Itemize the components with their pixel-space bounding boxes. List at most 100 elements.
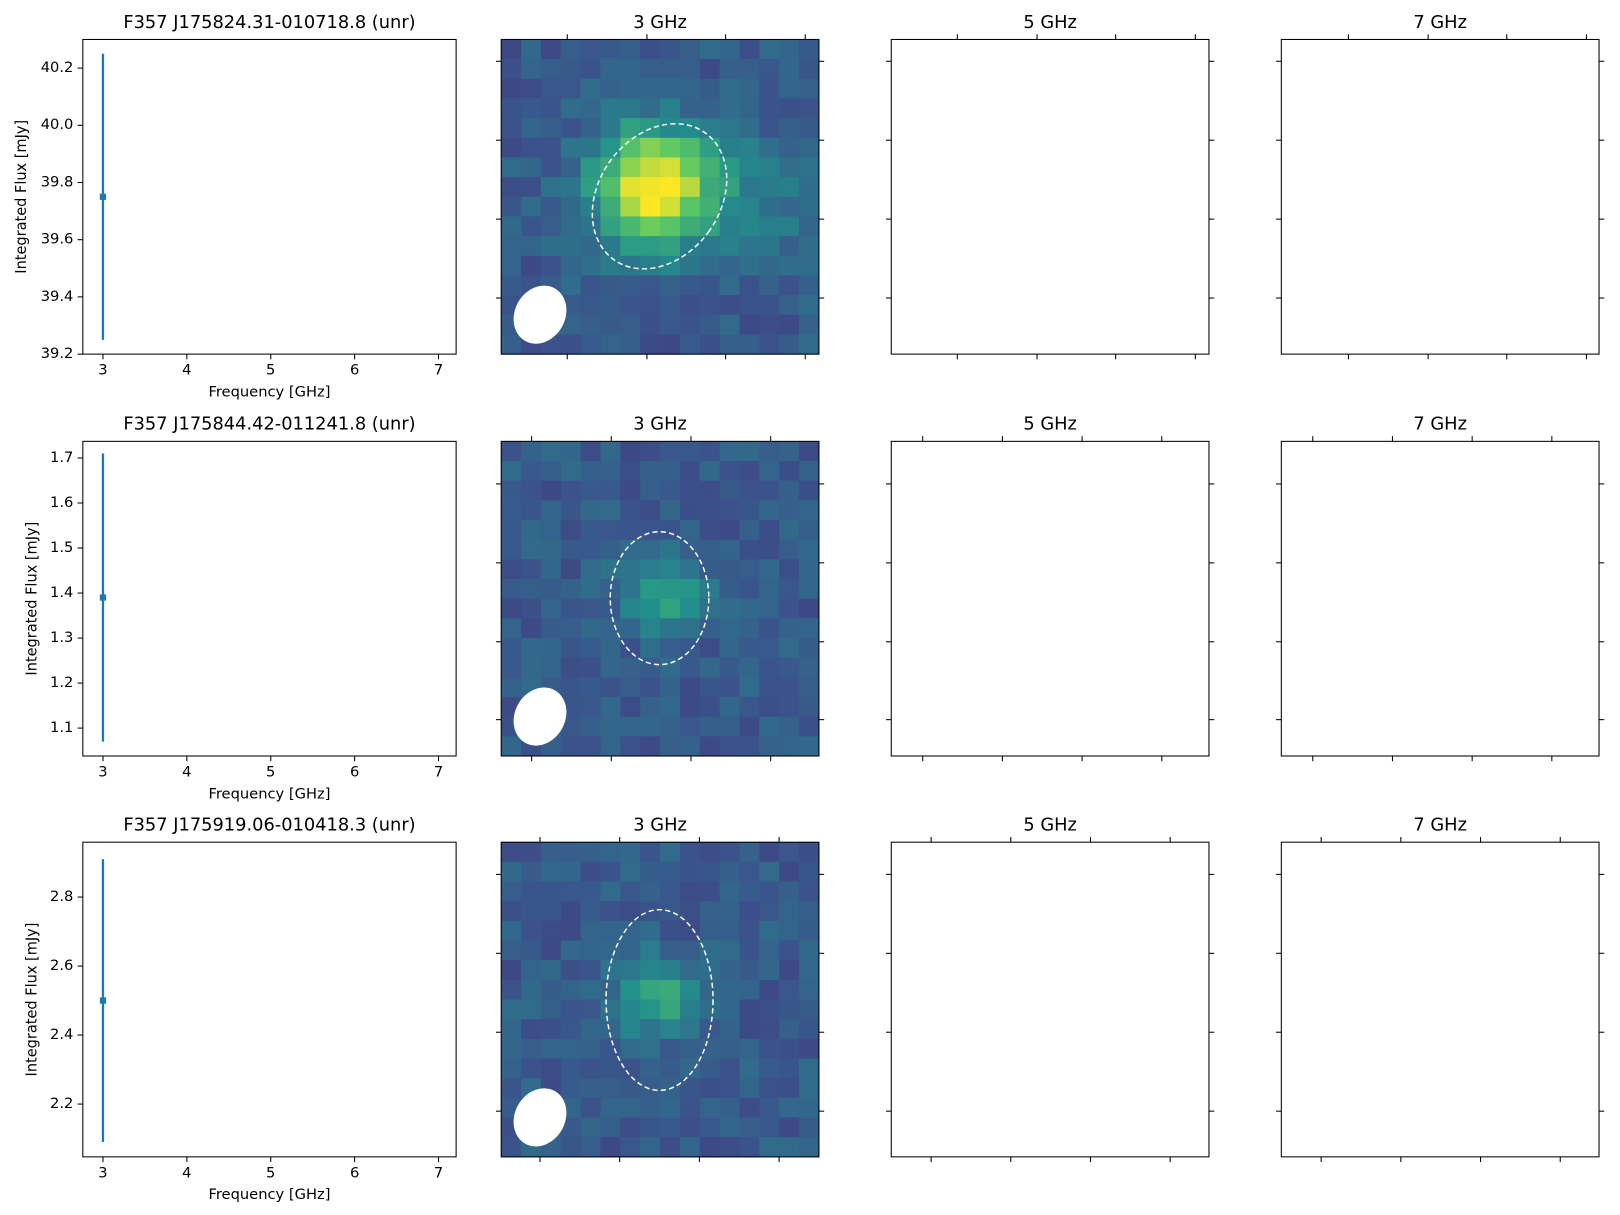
pixel xyxy=(759,559,780,580)
pixel xyxy=(600,196,621,217)
pixel xyxy=(699,137,721,158)
pixel xyxy=(739,500,760,521)
pixel xyxy=(580,295,602,316)
pixel xyxy=(501,177,522,198)
pixel xyxy=(699,979,721,1001)
pixel xyxy=(600,1097,621,1119)
pixel xyxy=(779,940,800,961)
pixel xyxy=(521,78,542,99)
pixel xyxy=(759,98,780,119)
pixel xyxy=(679,177,701,198)
pixel xyxy=(759,1019,780,1040)
pixel xyxy=(560,177,582,198)
pixel xyxy=(699,295,721,316)
x-tick-label: 3 xyxy=(98,764,107,781)
pixel xyxy=(620,979,641,1001)
pixel xyxy=(580,881,602,902)
pixel xyxy=(600,177,621,198)
pixel xyxy=(540,216,562,237)
pixel xyxy=(660,618,681,639)
pixel xyxy=(719,842,741,863)
pixel xyxy=(600,78,621,99)
pixel xyxy=(540,881,562,902)
pixel xyxy=(560,98,582,119)
x-tick-label: 5 xyxy=(266,764,275,781)
pixel xyxy=(739,716,760,737)
pixel xyxy=(779,539,800,560)
pixel xyxy=(779,520,800,541)
source-contour xyxy=(605,908,714,1092)
axes-frame xyxy=(500,440,820,757)
pixel xyxy=(759,59,780,80)
pixel xyxy=(540,500,562,521)
pixel xyxy=(501,98,522,119)
pixel xyxy=(580,334,602,355)
pixel xyxy=(759,275,780,296)
panel-title: F357 J175844.42-011241.8 (unr) xyxy=(123,415,415,435)
pixel xyxy=(799,137,820,158)
pixel xyxy=(521,901,542,922)
pixel xyxy=(501,520,522,541)
pixel xyxy=(759,480,780,501)
pixel xyxy=(719,861,741,883)
pixel xyxy=(640,295,661,316)
pixel xyxy=(580,1078,602,1099)
pixel xyxy=(799,559,820,580)
pixel xyxy=(540,861,562,883)
pixel xyxy=(501,216,522,237)
pixel xyxy=(799,618,820,639)
pixel xyxy=(501,78,522,99)
pixel xyxy=(620,157,641,178)
y-tick-label: 40.2 xyxy=(41,59,74,76)
pixel xyxy=(799,598,820,619)
pixel xyxy=(719,314,741,335)
pixel xyxy=(560,842,582,863)
pixel xyxy=(600,157,621,178)
pixel xyxy=(699,842,721,863)
pixel xyxy=(699,539,721,560)
pixel xyxy=(640,736,661,757)
pixel xyxy=(580,1019,602,1040)
pixel xyxy=(799,579,820,600)
pixel xyxy=(779,98,800,119)
pixel xyxy=(560,157,582,178)
y-tick-label: 1.5 xyxy=(50,539,73,556)
panel-title: 5 GHz xyxy=(1023,13,1077,33)
pixel xyxy=(620,999,641,1020)
pixel xyxy=(521,1019,542,1040)
y-tick-label: 1.4 xyxy=(50,584,73,601)
axes-frame xyxy=(500,841,820,1158)
pixel xyxy=(501,999,522,1020)
pixel xyxy=(799,539,820,560)
pixel xyxy=(679,618,701,639)
pixel xyxy=(779,736,800,757)
pixel xyxy=(799,960,820,981)
pixel xyxy=(759,78,780,99)
pixel xyxy=(779,1097,800,1119)
pixel xyxy=(580,1117,602,1138)
pixel xyxy=(779,920,800,942)
pixel xyxy=(799,901,820,922)
pixel xyxy=(620,295,641,316)
pixel xyxy=(719,579,741,600)
pixel xyxy=(560,999,582,1020)
pixel xyxy=(620,697,641,718)
pixel xyxy=(600,500,621,521)
pixel xyxy=(600,39,621,60)
pixel xyxy=(580,461,602,482)
image-pixels xyxy=(501,39,820,355)
pixel xyxy=(660,137,681,158)
axes-frame xyxy=(1280,38,1600,355)
pixel xyxy=(660,461,681,482)
y-tick-label: 39.6 xyxy=(41,231,74,248)
pixel xyxy=(521,861,542,883)
pixel xyxy=(759,1038,780,1060)
pixel xyxy=(501,559,522,580)
y-tick-label: 2.4 xyxy=(50,1026,73,1043)
pixel xyxy=(759,295,780,316)
pixel xyxy=(799,1117,820,1138)
pixel xyxy=(640,461,661,482)
pixel xyxy=(521,842,542,863)
pixel xyxy=(580,480,602,501)
pixel xyxy=(719,901,741,922)
